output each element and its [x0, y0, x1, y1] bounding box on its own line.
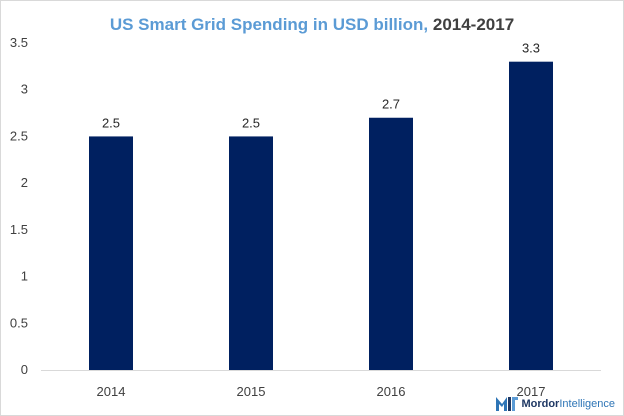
bar	[509, 61, 553, 370]
y-tick-label: 2.5	[10, 128, 28, 143]
mordor-intelligence-logo-icon	[496, 397, 519, 411]
bar	[369, 117, 413, 370]
data-label: 3.3	[522, 41, 540, 56]
chart-title: US Smart Grid Spending in USD billion, 2…	[1, 15, 623, 35]
x-tick-label: 2016	[377, 384, 406, 399]
brand-logo: Mordor Intelligence	[496, 397, 615, 411]
bar	[229, 136, 273, 370]
y-tick-label: 2	[21, 175, 28, 190]
brand-name-intelligence: Intelligence	[559, 398, 615, 410]
y-tick-label: 3	[21, 82, 28, 97]
bar	[89, 136, 133, 370]
y-tick-label: 1	[21, 269, 28, 284]
data-label: 2.7	[382, 97, 400, 112]
y-tick-label: 3.5	[10, 35, 28, 50]
x-tick-label: 2014	[97, 384, 126, 399]
data-label: 2.5	[242, 115, 260, 130]
brand-name-mordor: Mordor	[521, 398, 560, 410]
chart-title-main: US Smart Grid Spending in USD billion,	[109, 15, 429, 34]
data-label: 2.5	[102, 115, 120, 130]
y-tick-label: 0.5	[10, 315, 28, 330]
y-tick-label: 0	[21, 362, 28, 377]
y-tick-label: 1.5	[10, 222, 28, 237]
x-tick-label: 2017	[517, 384, 546, 399]
chart-title-years: 2014-2017	[432, 15, 515, 34]
x-tick-label: 2015	[237, 384, 266, 399]
